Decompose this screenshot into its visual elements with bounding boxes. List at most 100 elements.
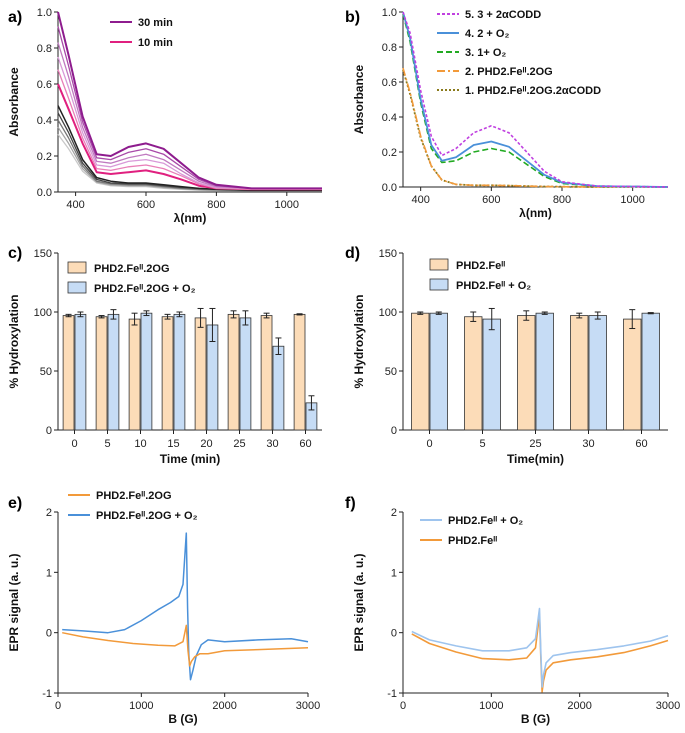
series-line <box>57 105 322 191</box>
x-axis-label: B (G) <box>521 712 550 726</box>
y-axis-label: Absorbance <box>352 65 366 135</box>
y-tick-label: 100 <box>34 307 52 319</box>
panel-4: d) 0 50 100 150 % Hydroxylation 0 5 25 30 60 Time(m… <box>345 245 668 466</box>
bar <box>74 313 87 431</box>
panel-2: b) 0.0 0.2 0.4 0.6 0.8 1.0 Absorbance 400 600 800 1… <box>345 7 669 220</box>
series-line <box>57 11 322 190</box>
y-tick-label: 0.4 <box>37 115 52 127</box>
x-tick-label: 20 <box>200 438 212 450</box>
y-tick-label: 1 <box>391 567 397 579</box>
y-tick-label: 0.8 <box>37 43 52 55</box>
y-tick-label: -1 <box>42 688 52 700</box>
series-line <box>402 67 668 188</box>
y-tick-label: 1 <box>46 567 52 579</box>
legend-label: 3. 1+ O₂ <box>465 47 506 59</box>
x-tick-label: 0 <box>55 700 61 712</box>
y-tick-label: 0.2 <box>37 151 52 163</box>
bar <box>272 345 285 431</box>
x-tick-label: 60 <box>635 438 647 450</box>
series-line <box>57 42 322 190</box>
x-tick-label: 2000 <box>567 700 591 712</box>
x-tick-label: 800 <box>207 199 225 211</box>
x-axis-label: λ(nm) <box>174 211 207 225</box>
legend-label: PHD2.Feᴵᴵ.2OG + O₂ <box>96 510 198 522</box>
legend-swatch <box>67 281 87 294</box>
y-tick-label: 0 <box>46 628 52 640</box>
x-tick-label: 0 <box>71 438 77 450</box>
x-tick-label: 400 <box>66 199 84 211</box>
y-tick-label: 1.0 <box>382 7 397 19</box>
x-axis-label: Time(min) <box>507 452 564 466</box>
y-tick-label: 1.0 <box>37 7 52 19</box>
legend-label: PHD2.Feᴵᴵ + O₂ <box>448 515 523 527</box>
legend-label: PHD2.Feᴵᴵ.2OG + O₂ <box>94 283 196 295</box>
bar <box>227 313 240 431</box>
bar <box>293 313 306 431</box>
legend-label: 2. PHD2.Feᴵᴵ.2OG <box>465 66 553 78</box>
series-line <box>402 11 669 188</box>
y-tick-label: 100 <box>379 307 397 319</box>
y-tick-label: 50 <box>385 366 397 378</box>
y-tick-label: 150 <box>34 248 52 260</box>
x-tick-label: 800 <box>553 194 571 206</box>
bar <box>194 317 207 431</box>
bar <box>62 315 75 431</box>
series-line <box>411 607 669 688</box>
panel-label: b) <box>345 9 360 26</box>
legend-label: 5. 3 + 2αCODD <box>465 9 541 21</box>
y-tick-label: 0.2 <box>382 147 397 159</box>
series-line <box>402 13 669 188</box>
y-tick-label: 0.6 <box>382 77 397 89</box>
x-tick-label: 1000 <box>129 700 153 712</box>
y-tick-label: 2 <box>391 507 397 519</box>
series-line <box>62 532 309 681</box>
legend-label: 1. PHD2.Feᴵᴵ.2OG.2αCODD <box>465 85 601 97</box>
y-tick-label: 0 <box>391 628 397 640</box>
x-axis-label: B (G) <box>168 712 197 726</box>
legend-label: PHD2.Feᴵᴵ <box>456 260 505 272</box>
bar <box>429 312 448 431</box>
bar <box>173 313 186 431</box>
y-tick-label: 0.6 <box>37 79 52 91</box>
y-tick-label: 0.4 <box>382 112 397 124</box>
bar <box>623 318 642 431</box>
x-tick-label: 1000 <box>479 700 503 712</box>
bar <box>641 312 660 431</box>
legend-label: 30 min <box>138 17 173 29</box>
legend-label: PHD2.Feᴵᴵ.2OG <box>94 263 170 275</box>
panel-3: c) 0 50 100 150 % Hydroxylation 0 5 10 15 20 25 30 60… <box>7 245 322 466</box>
y-tick-label: 0.0 <box>37 187 52 199</box>
bar <box>239 317 252 431</box>
y-axis-label: EPR signal (a. u.) <box>352 553 366 651</box>
x-tick-label: 1000 <box>620 194 644 206</box>
series-line <box>62 624 309 667</box>
bar <box>128 318 141 431</box>
legend-label: PHD2.Feᴵᴵ + O₂ <box>456 280 531 292</box>
bar <box>517 315 536 431</box>
x-tick-label: 60 <box>299 438 311 450</box>
y-tick-label: 2 <box>46 507 52 519</box>
bar <box>140 312 153 431</box>
series-line <box>57 26 322 190</box>
y-axis-label: % Hydroxylation <box>7 294 21 388</box>
legend-label: PHD2.Feᴵᴵ <box>448 535 497 547</box>
y-tick-label: 50 <box>40 366 52 378</box>
bar <box>95 316 108 431</box>
x-tick-label: 3000 <box>296 700 320 712</box>
y-tick-label: -1 <box>387 688 397 700</box>
bar <box>464 316 483 431</box>
bar <box>411 312 430 431</box>
x-axis-label: Time (min) <box>160 452 220 466</box>
legend-label: 10 min <box>138 37 173 49</box>
x-tick-label: 0 <box>426 438 432 450</box>
y-tick-label: 0.8 <box>382 42 397 54</box>
series-line <box>402 11 669 188</box>
y-tick-label: 0 <box>46 425 52 437</box>
x-tick-label: 5 <box>104 438 110 450</box>
legend-label: PHD2.Feᴵᴵ.2OG <box>96 490 172 502</box>
y-axis-label: Absorbance <box>7 67 21 137</box>
x-tick-label: 600 <box>137 199 155 211</box>
